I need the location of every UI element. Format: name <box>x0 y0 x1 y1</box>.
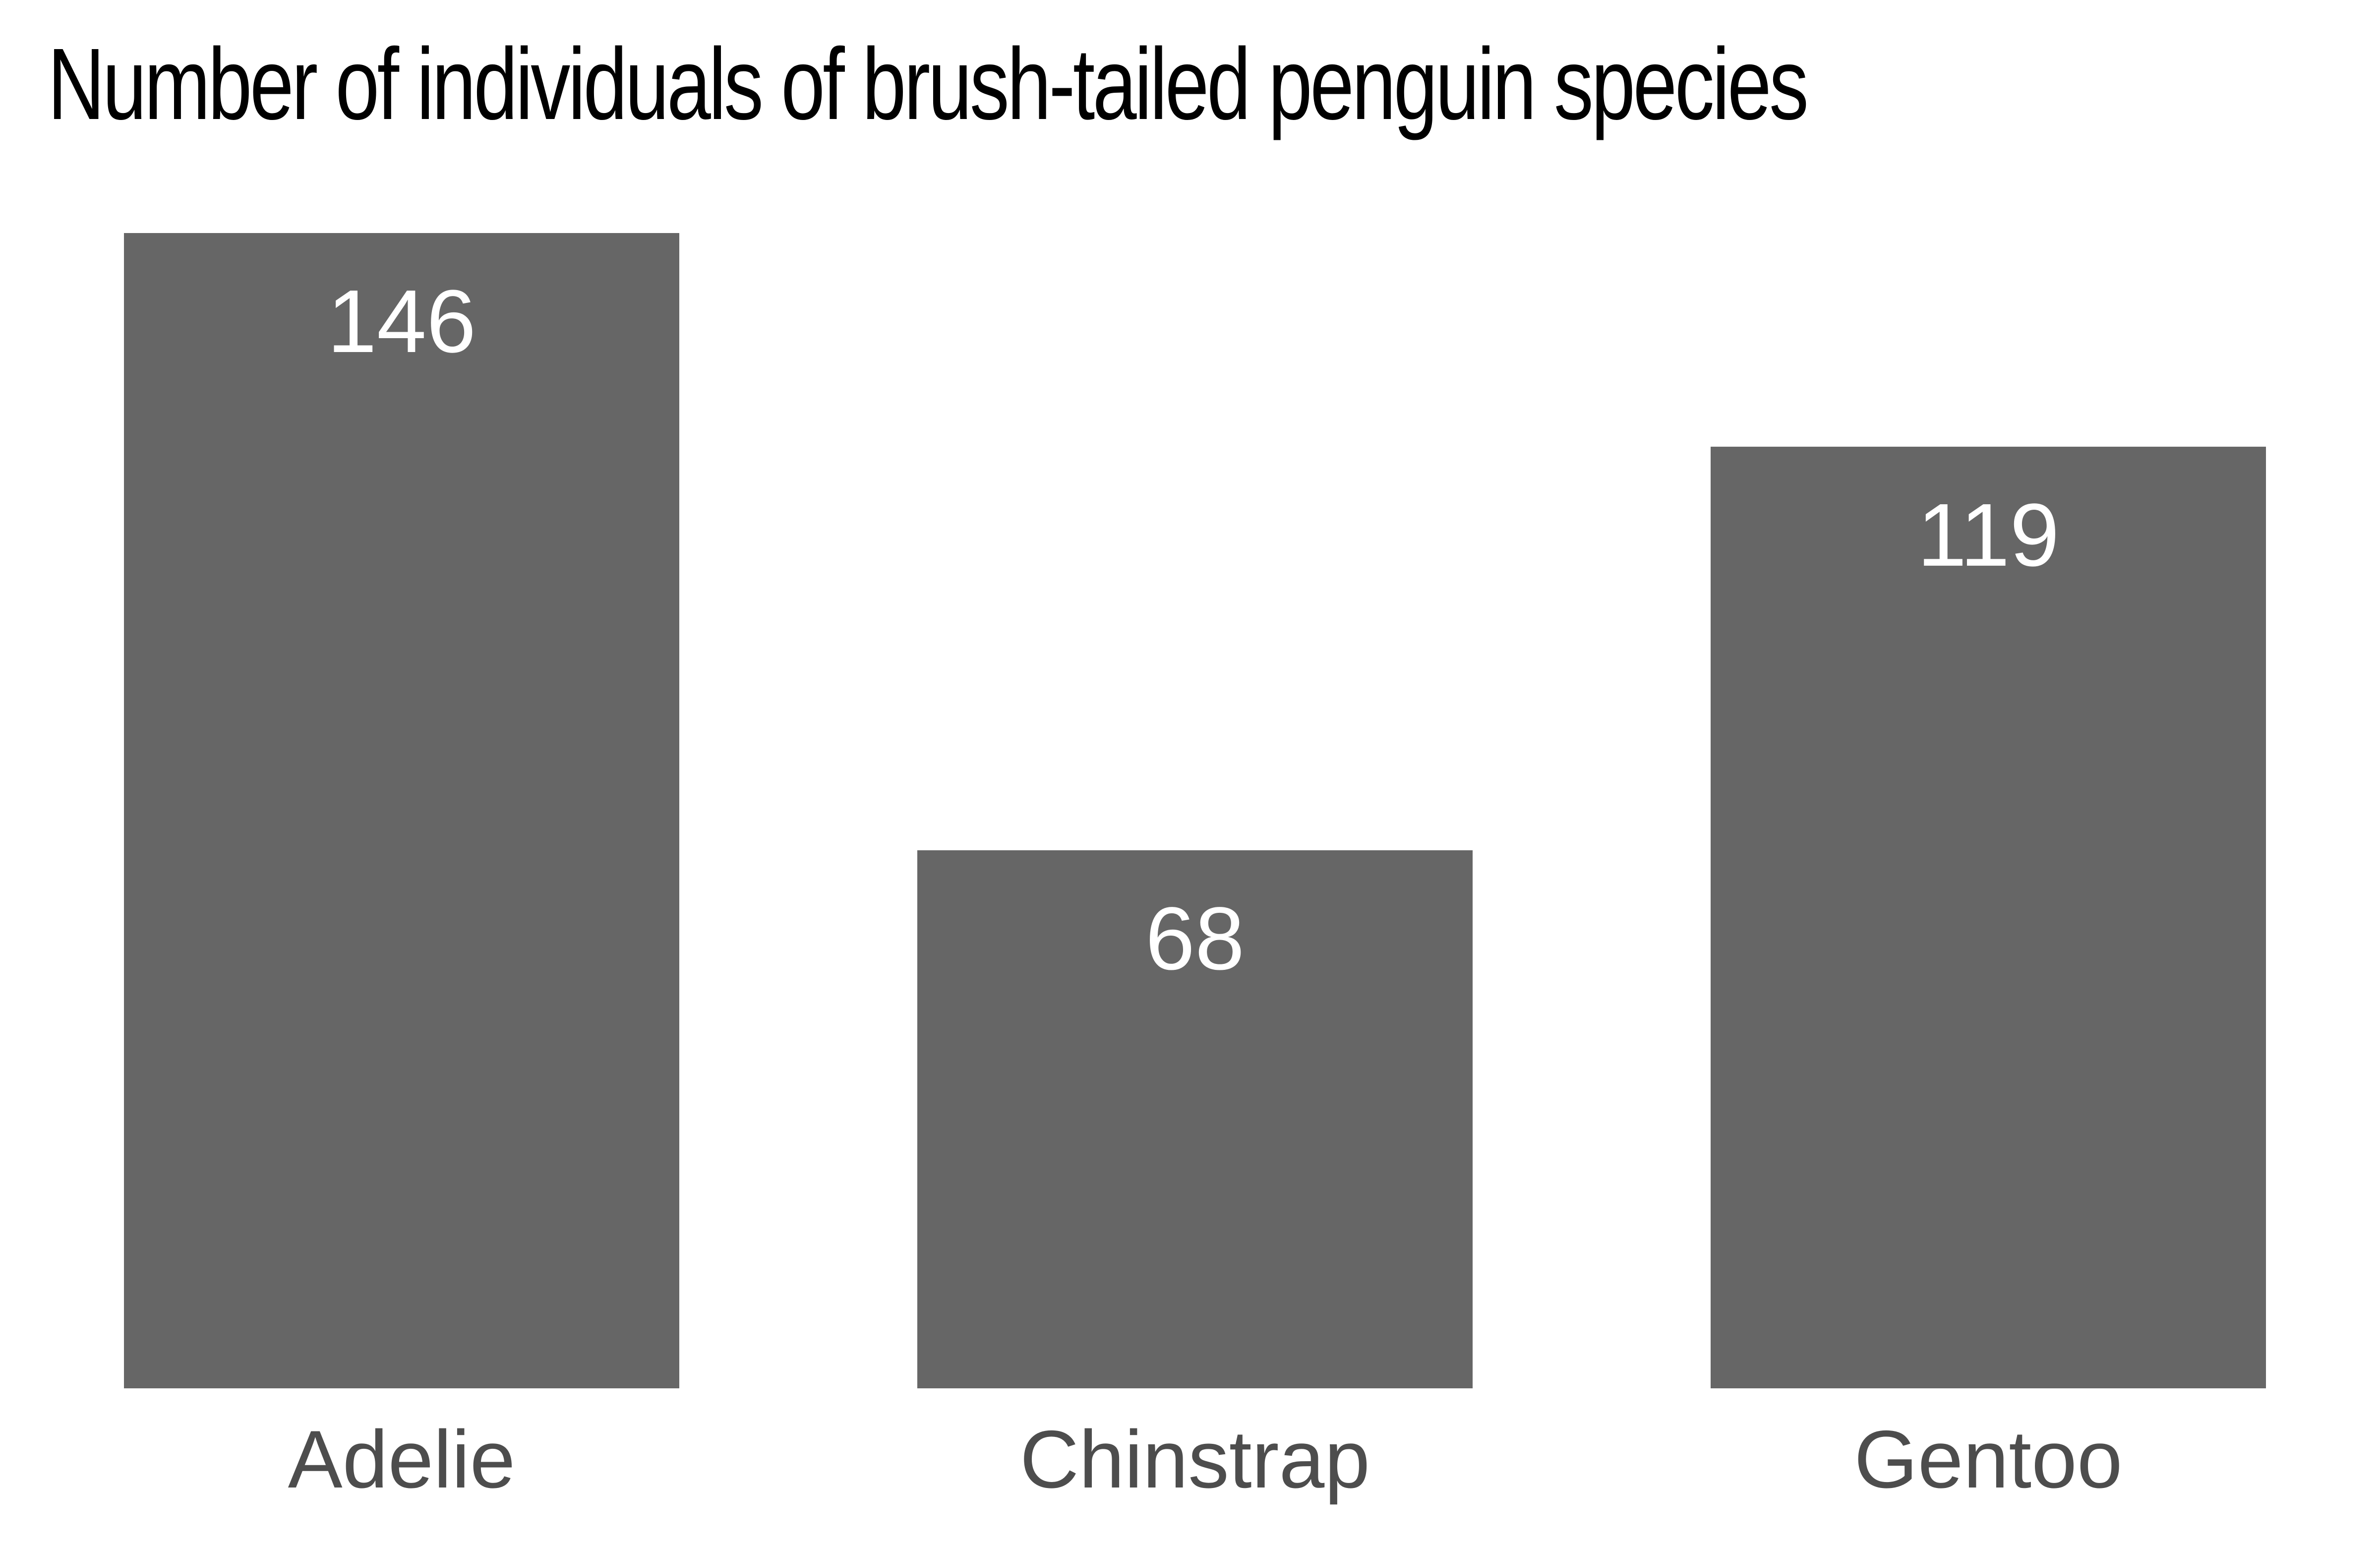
category-label-chinstrap: Chinstrap <box>1020 1414 1370 1505</box>
category-label-adelie: Adelie <box>288 1414 516 1505</box>
bars-layer <box>124 233 2266 1388</box>
chart-title: Number of individuals of brush-tailed pe… <box>48 27 1809 141</box>
category-labels-layer: Adelie Chinstrap Gentoo <box>288 1414 2123 1505</box>
bar-gentoo <box>1711 446 2266 1388</box>
bar-value-label-gentoo: 119 <box>1917 485 2060 585</box>
bar-chinstrap <box>917 850 1473 1388</box>
category-label-gentoo: Gentoo <box>1854 1414 2122 1505</box>
bar-value-label-chinstrap: 68 <box>1145 889 1245 989</box>
bar-value-label-adelie: 146 <box>327 272 476 371</box>
bar-adelie <box>124 233 679 1388</box>
value-labels-layer: 146 68 119 <box>327 272 2060 989</box>
